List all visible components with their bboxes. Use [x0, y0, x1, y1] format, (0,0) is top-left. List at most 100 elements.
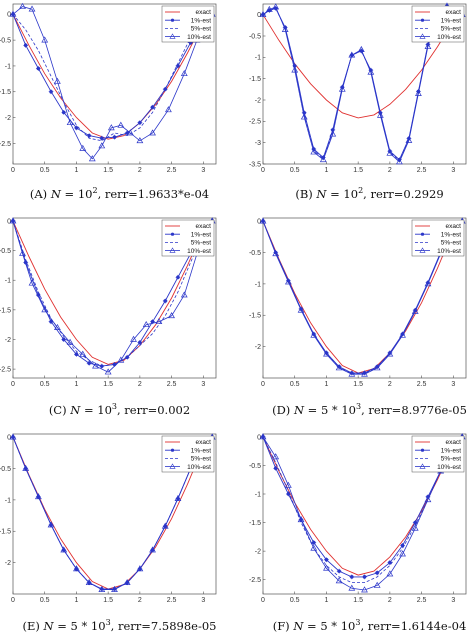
data-point-10%-est — [41, 306, 49, 313]
caption-exponent: 3 — [355, 618, 361, 627]
caption-exponent: 3 — [111, 402, 117, 411]
legend-label: 10%-est — [187, 464, 211, 471]
y-tick-label: -1.5 — [0, 307, 11, 314]
caption-rerr: , rerr=1.9633*e-04 — [97, 186, 210, 201]
y-tick-label: -1 — [255, 55, 261, 62]
data-point-10%-est — [66, 338, 74, 345]
data-point-10%-est — [411, 307, 419, 314]
data-point-10%-est — [348, 51, 356, 58]
x-tick-label: 3 — [201, 597, 205, 604]
data-point-1%-est — [99, 135, 105, 141]
x-tick-label: 3 — [451, 381, 455, 388]
y-tick-label: -3 — [255, 140, 261, 147]
data-point-10%-est — [281, 25, 289, 32]
caption-n-value: = 5 * 10 — [304, 402, 356, 417]
chart-C: 0 0.5 1 1.5 2 2.5 3 0 -0.5 -1 -1.5 -2 -2.5 exact1%-es… — [0, 217, 217, 388]
data-point-1%-est — [412, 520, 418, 525]
series-line-exact — [13, 436, 213, 590]
chart-panel-B: 0 0.5 1 1.5 2 2.5 3 0 -0.5 -1 -1.5 -2 -2.5 -3 -3.5 exac… — [249, 2, 474, 180]
data-point-10%-est — [272, 453, 280, 460]
data-point-1%-est — [48, 319, 54, 325]
legend-label: 1%-est — [191, 231, 211, 238]
data-point-10%-est — [319, 156, 327, 163]
data-point-10%-est — [117, 356, 125, 363]
data-point-10%-est — [424, 495, 432, 503]
data-point-10%-est — [155, 317, 163, 325]
data-point-10%-est — [79, 144, 87, 151]
data-point-10%-est — [297, 306, 305, 313]
y-tick-label: -2 — [255, 344, 261, 351]
y-tick-label: -2 — [5, 560, 11, 567]
data-point-1%-est — [162, 298, 168, 304]
x-tick-label: 1 — [324, 597, 328, 604]
x-tick-label: 3 — [451, 597, 455, 604]
series-line-5%-est — [13, 220, 213, 367]
data-point-10%-est — [335, 364, 343, 371]
data-point-1%-est — [311, 540, 317, 545]
legend-label: exact — [195, 9, 211, 16]
data-point-10%-est — [123, 578, 131, 586]
y-tick-label: -2.5 — [249, 119, 261, 126]
x-tick-label: 0.5 — [290, 597, 300, 604]
caption-label: (C) — [48, 402, 71, 417]
x-tick-label: 3 — [451, 167, 455, 174]
data-point-10%-est — [28, 279, 36, 286]
chart-A: 0 0.5 1 1.5 2 2.5 3 0 -0.5 -1 -1.5 -2 -2.5 exact1%-es… — [0, 2, 217, 174]
data-point-10%-est — [111, 585, 118, 592]
x-tick-label: 1 — [74, 597, 78, 604]
data-point-10%-est — [104, 368, 112, 375]
series-line-10%-est — [13, 220, 213, 373]
data-point-10%-est — [149, 129, 156, 136]
chart-B: 0 0.5 1 1.5 2 2.5 3 0 -0.5 -1 -1.5 -2 -2.5 -3 -3.5 exac… — [249, 2, 467, 174]
data-point-10%-est — [117, 121, 125, 128]
x-tick-label: 2 — [388, 381, 392, 388]
y-tick-label: -1 — [255, 281, 261, 288]
chart-caption-B: (B) N = 102, rerr=0.2929 — [258, 186, 474, 201]
data-point-1%-est — [48, 89, 54, 95]
x-tick-label: 1 — [74, 167, 78, 174]
chart-panel-C: 0 0.5 1 1.5 2 2.5 3 0 -0.5 -1 -1.5 -2 -2.5 exact 1%-es… — [0, 217, 241, 394]
y-tick-label: -1.5 — [249, 520, 261, 527]
y-tick-label: -2 — [255, 549, 261, 556]
data-point-10%-est — [361, 586, 368, 593]
y-tick-label: 0 — [7, 435, 11, 442]
data-point-10%-est — [310, 544, 318, 551]
y-tick-label: -2 — [5, 115, 11, 122]
series-line-exact — [263, 14, 463, 119]
legend-label: 5%-est — [441, 26, 461, 33]
data-point-1%-est — [387, 560, 393, 565]
data-point-10%-est — [405, 136, 413, 143]
data-point-10%-est — [130, 335, 137, 342]
data-point-10%-est — [60, 546, 68, 553]
data-point-10%-est — [259, 217, 267, 224]
data-point-10%-est — [180, 291, 188, 298]
caption-n-value: = 10 — [326, 186, 359, 201]
data-point-10%-est — [386, 149, 394, 156]
data-point-10%-est — [19, 249, 26, 256]
data-point-10%-est — [136, 137, 144, 144]
y-tick-label: -1 — [255, 491, 261, 498]
data-point-1%-est — [86, 360, 92, 366]
data-point-10%-est — [297, 515, 305, 523]
x-tick-label: 2 — [388, 167, 392, 174]
y-tick-label: 0 — [7, 12, 11, 19]
series-line-5%-est — [13, 13, 213, 142]
data-point-10%-est — [424, 42, 432, 50]
chart-F: 0 0.5 1 1.5 2 2.5 3 0 -0.5 -1 -1.5 -2 -2.5 exact1%-es… — [249, 433, 467, 604]
x-tick-label: 0 — [11, 167, 15, 174]
data-point-10%-est — [161, 522, 169, 529]
y-tick-label: -0.5 — [249, 33, 261, 40]
y-tick-label: -2.5 — [249, 577, 261, 584]
data-point-10%-est — [19, 2, 26, 9]
caption-label: (A) — [29, 186, 51, 201]
series-line-10%-est — [13, 436, 213, 591]
caption-n-value: = 10 — [80, 402, 112, 417]
caption-variable: N — [316, 186, 327, 201]
data-point-10%-est — [9, 433, 17, 440]
y-tick-label: -0.5 — [249, 463, 261, 470]
data-point-10%-est — [323, 564, 330, 571]
data-point-10%-est — [386, 570, 394, 577]
